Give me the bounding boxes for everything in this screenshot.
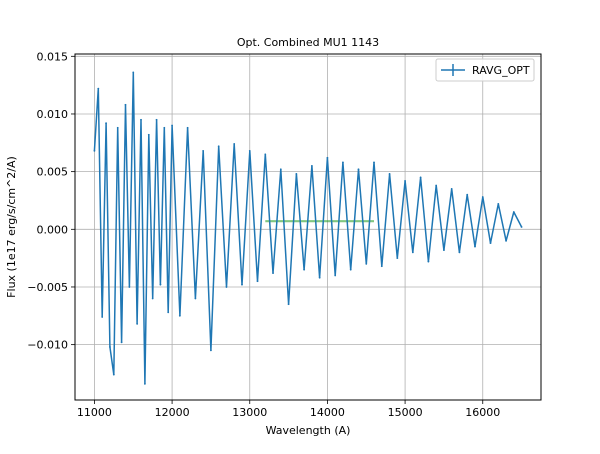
chart-title: Opt. Combined MU1 1143 bbox=[237, 36, 379, 49]
y-tick-label: 0.005 bbox=[37, 166, 69, 179]
data-point bbox=[512, 211, 515, 213]
data-point bbox=[349, 268, 352, 271]
plot-frame bbox=[74, 53, 542, 401]
x-tick-label: 15000 bbox=[388, 406, 423, 419]
data-point bbox=[178, 314, 181, 317]
data-point bbox=[450, 188, 453, 190]
x-tick-label: 13000 bbox=[232, 406, 267, 419]
data-point bbox=[505, 239, 507, 242]
data-point bbox=[248, 149, 251, 152]
tick-layer: 11000 12000 13000 14000 15000 16000 −0.010 −0.0… bbox=[27, 50, 500, 419]
data-point bbox=[241, 283, 243, 286]
data-point bbox=[128, 286, 131, 288]
data-point bbox=[155, 118, 158, 121]
data-point bbox=[303, 268, 306, 271]
data-point bbox=[380, 265, 383, 268]
data-point bbox=[101, 316, 104, 318]
data-point bbox=[365, 263, 368, 265]
y-tick-label: −0.010 bbox=[27, 339, 68, 352]
data-point bbox=[144, 382, 146, 385]
data-point bbox=[342, 161, 344, 164]
x-tick-label: 14000 bbox=[310, 406, 345, 419]
data-point bbox=[97, 87, 100, 90]
data-point bbox=[357, 168, 360, 171]
data-point bbox=[120, 341, 123, 344]
data-point bbox=[186, 126, 189, 129]
data-point bbox=[419, 176, 422, 179]
data-point bbox=[411, 251, 414, 254]
data-point bbox=[287, 303, 290, 306]
data-point bbox=[388, 173, 391, 175]
data-point bbox=[159, 283, 162, 286]
data-point bbox=[163, 126, 166, 129]
data-point bbox=[520, 226, 523, 228]
data-point bbox=[396, 257, 399, 260]
data-point bbox=[132, 71, 135, 74]
data-point bbox=[373, 161, 375, 164]
y-tick-label: 0.015 bbox=[37, 50, 69, 63]
legend-handle-ravg-opt bbox=[441, 64, 465, 76]
legend: RAVG_OPT bbox=[435, 58, 535, 82]
y-tick-label: 0.000 bbox=[37, 223, 69, 236]
x-tick-label: 16000 bbox=[465, 406, 500, 419]
x-tick-label: 11000 bbox=[77, 406, 112, 419]
series-line-ravg-opt bbox=[93, 71, 523, 385]
data-point bbox=[326, 156, 329, 159]
data-point bbox=[489, 242, 492, 245]
data-point bbox=[295, 173, 298, 175]
legend-label-ravg-opt: RAVG_OPT bbox=[472, 64, 530, 77]
data-point bbox=[109, 346, 111, 348]
legend-box bbox=[435, 58, 535, 82]
data-point bbox=[233, 143, 236, 145]
data-point bbox=[497, 203, 500, 205]
data-point bbox=[147, 133, 150, 136]
data-point bbox=[225, 286, 228, 288]
data-point bbox=[427, 260, 430, 263]
data-point bbox=[264, 153, 267, 156]
y-axis-label: Flux (1e17 erg/s/cm^2/A) bbox=[5, 156, 18, 298]
data-point bbox=[116, 126, 119, 129]
data-point bbox=[140, 118, 142, 121]
data-point bbox=[124, 103, 127, 106]
data-point bbox=[217, 145, 220, 148]
data-point bbox=[404, 179, 406, 182]
data-point bbox=[318, 276, 321, 279]
data-point bbox=[194, 297, 197, 300]
data-point bbox=[279, 168, 282, 171]
data-point bbox=[171, 124, 173, 127]
data-point bbox=[210, 349, 212, 352]
data-point bbox=[256, 280, 259, 283]
data-point bbox=[334, 274, 337, 277]
data-point bbox=[151, 297, 154, 300]
data-point bbox=[112, 373, 115, 376]
data-point bbox=[310, 164, 313, 167]
y-tick-label: −0.005 bbox=[27, 281, 68, 294]
data-point bbox=[458, 251, 461, 254]
data-point bbox=[481, 196, 484, 198]
data-point bbox=[167, 311, 170, 314]
series-layer bbox=[93, 71, 523, 385]
y-tick-label: 0.010 bbox=[37, 108, 69, 121]
data-point bbox=[466, 193, 469, 196]
x-axis-label: Wavelength (A) bbox=[266, 424, 351, 437]
data-point bbox=[474, 245, 476, 248]
data-point bbox=[136, 322, 139, 325]
x-tick-label: 12000 bbox=[155, 406, 190, 419]
data-point bbox=[272, 272, 274, 275]
data-point bbox=[443, 249, 445, 251]
data-point bbox=[202, 149, 205, 152]
data-point bbox=[435, 184, 438, 187]
data-point bbox=[105, 122, 107, 125]
data-point bbox=[93, 149, 96, 152]
